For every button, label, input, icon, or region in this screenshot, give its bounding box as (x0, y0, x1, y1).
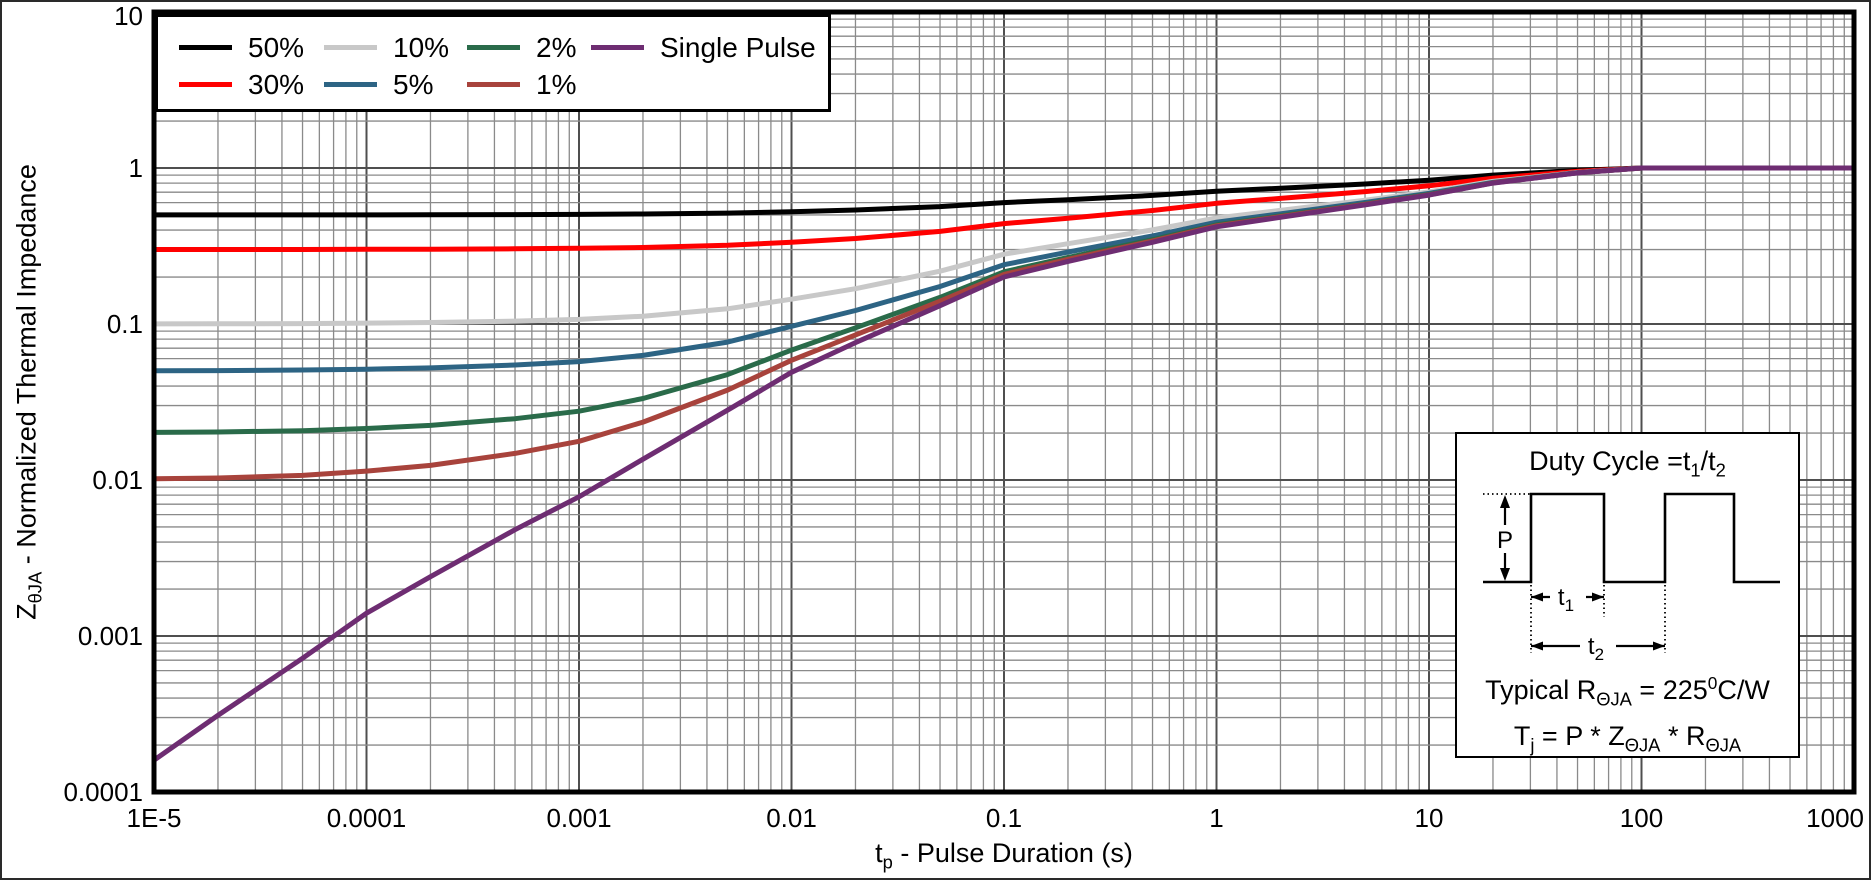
x-tick-label: 1E-5 (126, 803, 182, 833)
y-tick-label: 0.01 (92, 465, 143, 495)
y-tick-label: 0.001 (77, 621, 143, 651)
y-tick-label: 10 (114, 1, 143, 31)
inset-title: Duty Cycle =t1/t2 (1529, 446, 1726, 481)
p-label-backing (1493, 525, 1516, 554)
plot-frame (151, 9, 1857, 795)
legend-item-single-pulse: Single Pulse (591, 31, 818, 63)
legend-swatch (467, 45, 520, 50)
x-tick-label: 0.001 (546, 803, 612, 833)
legend-label: 10% (393, 31, 450, 63)
legend-item-50-: 50% (179, 31, 324, 63)
legend-label: 50% (248, 31, 305, 63)
legend-item-10-: 10% (324, 31, 467, 63)
tj-formula: Tj = P * ZΘJA * RΘJA (1513, 720, 1742, 756)
rtheta-ja-formula: Typical RΘJA = 2250C/W (1485, 673, 1770, 710)
y-axis-title: ZθJA - Normalized Thermal Impedance (11, 164, 46, 620)
legend-label: 30% (248, 68, 305, 100)
legend-item-30-: 30% (179, 68, 324, 100)
legend-label: 1% (536, 68, 577, 100)
curve-single-pulse (152, 165, 1854, 763)
x-tick-label: 0.1 (985, 803, 1023, 833)
legend-item-2-: 2% (467, 31, 591, 63)
x-tick-label: 0.0001 (326, 803, 407, 833)
legend-swatch (324, 45, 377, 50)
x-tick-label: 10 (1414, 803, 1444, 833)
pulse-waveform-trace (1482, 493, 1780, 584)
duty-cycle-inset: Duty Cycle =t1/t2 P t1 t2 Typical RΘJA =… (1455, 432, 1800, 758)
legend-swatch (179, 82, 232, 87)
x-tick-label: 1000 (1806, 803, 1864, 833)
t1-arrow-left-head (1530, 592, 1543, 602)
y-tick-label: 0.1 (106, 309, 143, 339)
x-axis-title: tp - Pulse Duration (s) (875, 838, 1133, 873)
legend: 50% 30% 10% 5% 2% 1% Single Pulse (155, 14, 831, 112)
t2-arrow-right-head (1652, 641, 1665, 651)
legend-label: 5% (393, 68, 434, 100)
legend-swatch (324, 82, 377, 87)
legend-item-5-: 5% (324, 68, 467, 100)
legend-swatch (467, 82, 520, 87)
y-tick-label: 1 (128, 153, 143, 183)
duty-cycle-waveform: P t1 t2 (1482, 493, 1780, 663)
p-arrow-down-head (1499, 568, 1510, 582)
t1-label: t1 (1557, 584, 1573, 615)
t1-arrow-right-head (1591, 592, 1604, 602)
legend-label: 2% (536, 31, 577, 63)
x-tick-label: 0.01 (766, 803, 817, 833)
x-tick-label: 1 (1209, 803, 1224, 833)
legend-label: Single Pulse (660, 31, 816, 63)
y-tick-label: 0.0001 (63, 777, 143, 807)
t2-arrow-left-head (1530, 641, 1543, 651)
t2-label: t2 (1587, 633, 1603, 663)
t2-label-backing (1579, 632, 1616, 660)
p-arrow-up-head (1499, 495, 1510, 509)
x-tick-label: 100 (1619, 803, 1664, 833)
t1-label-backing (1549, 583, 1586, 611)
legend-swatch (179, 45, 232, 50)
p-label: P (1496, 527, 1512, 554)
legend-swatch (591, 45, 644, 50)
legend-item-1-: 1% (467, 68, 591, 100)
